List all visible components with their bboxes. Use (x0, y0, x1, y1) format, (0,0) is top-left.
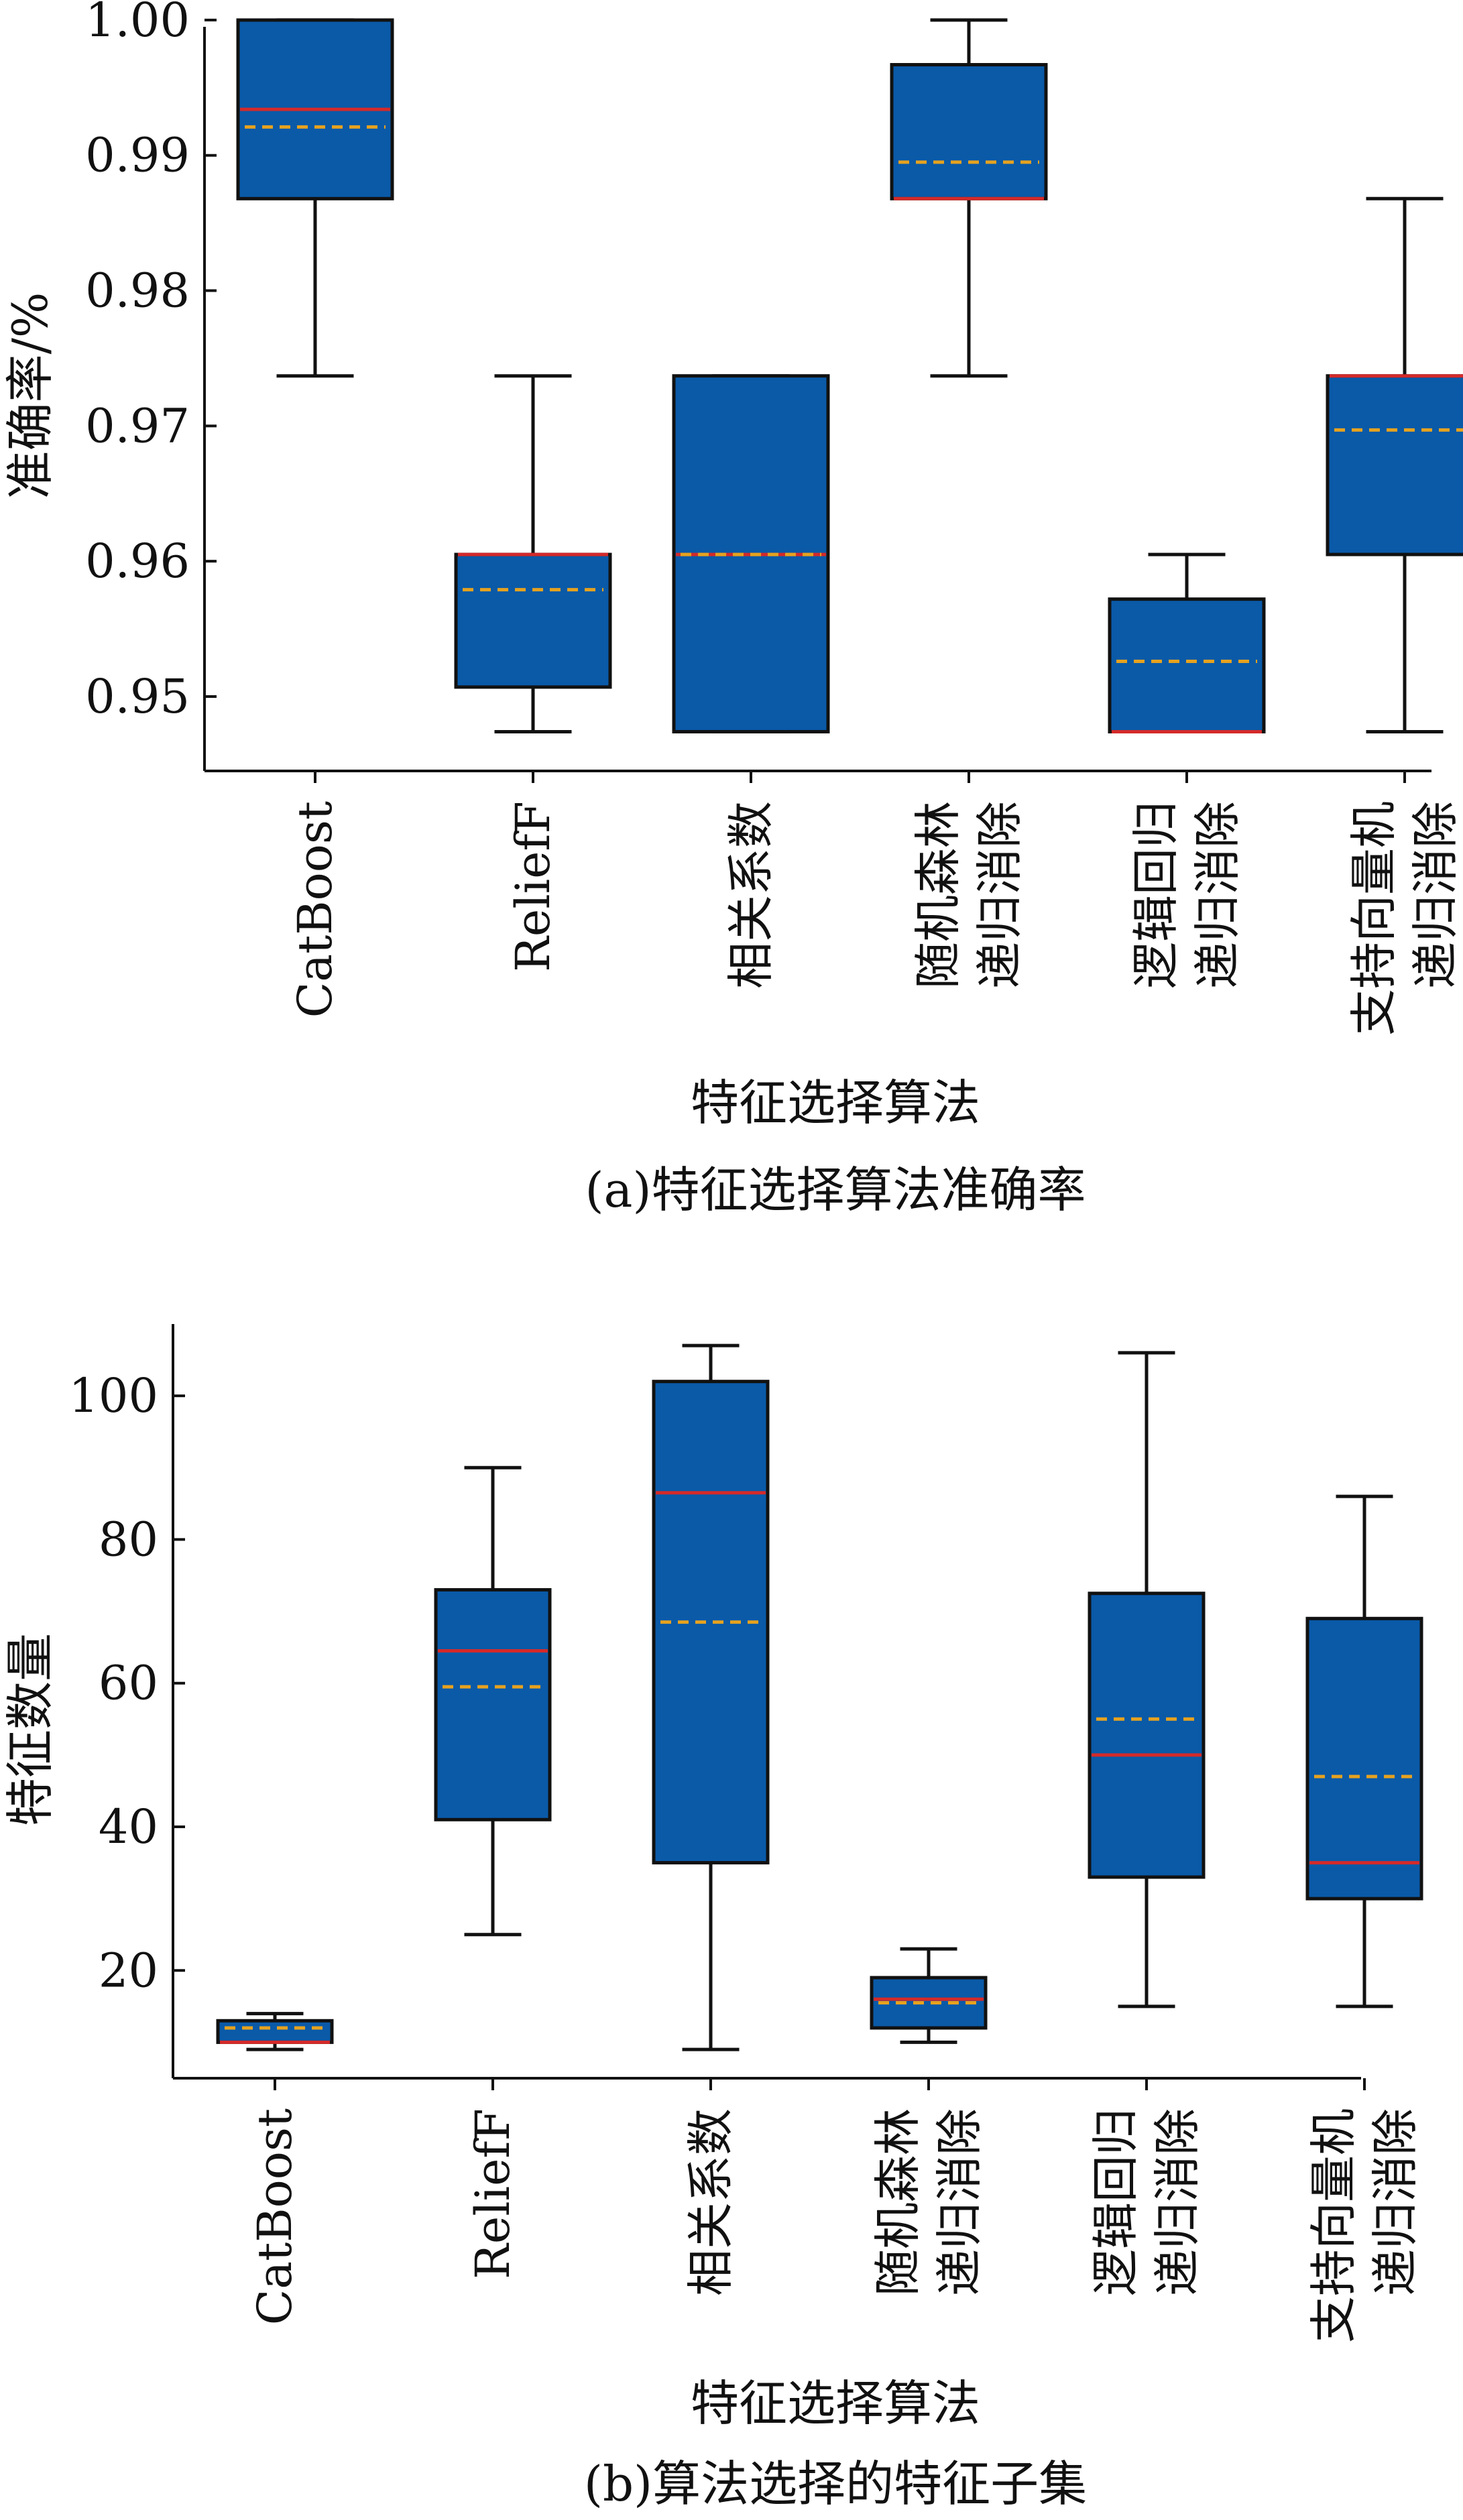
x-tick-label: CatBoost (288, 801, 343, 1018)
panel-a-accuracy-chart: 准确率/% 特征选择算法 (a)特征选择算法准确率 0.95 0.96 0.97 0.… (2, 0, 1463, 1218)
x-tick-label: 逻辑回归 (1088, 2108, 1143, 2296)
x-tick-label: 递归消除 (1408, 801, 1463, 989)
box-iqr (1305, 1616, 1423, 1901)
box-iqr (1326, 374, 1463, 556)
y-tick-label: 20 (99, 1943, 158, 1998)
y-tick-label: 0.96 (85, 534, 190, 589)
x-tick-label: 相关系数 (723, 801, 778, 989)
x-tick-label: 支持向量机 (1346, 801, 1401, 1036)
x-tick-label: ReliefF (506, 801, 561, 972)
x-tick-label: 随机森林 (911, 801, 965, 989)
box-iqr (1108, 597, 1266, 733)
panel-b-caption: (b)算法选择的特征子集 (584, 2456, 1087, 2512)
x-tick-label: ReliefF (465, 2108, 520, 2279)
x-tick-label: 递归消除 (932, 2108, 987, 2296)
x-tick-label: 递归消除 (972, 801, 1027, 989)
x-tick-label: 递归消除 (1368, 2108, 1423, 2296)
x-tick-label: 递归消除 (1190, 801, 1245, 989)
panel-a-x-axis-title: 特征选择算法 (691, 1075, 980, 1131)
x-tick-label: CatBoost (247, 2108, 302, 2325)
box-iqr (890, 63, 1048, 200)
box-iqr (1088, 1592, 1206, 1879)
y-tick-label: 100 (68, 1368, 158, 1423)
y-tick-label: 0.99 (85, 128, 190, 183)
x-tick-label: 支持向量机 (1306, 2108, 1361, 2343)
y-tick-label: 60 (99, 1656, 158, 1711)
box-iqr (454, 552, 612, 689)
box-iqr (216, 2019, 334, 2044)
y-tick-label: 1.00 (85, 0, 190, 48)
y-tick-label: 80 (99, 1512, 158, 1567)
y-tick-label: 0.95 (85, 669, 190, 724)
panel-b-x-axis-title: 特征选择算法 (691, 2375, 980, 2432)
panel-a-y-axis-title: 准确率/% (2, 292, 58, 499)
x-tick-label: 随机森林 (870, 2108, 925, 2296)
panel-a-caption: (a)特征选择算法准确率 (585, 1162, 1086, 1218)
box-iqr (434, 1587, 552, 1821)
x-tick-label: 相关系数 (683, 2108, 738, 2296)
y-tick-label: 40 (99, 1799, 158, 1854)
panel-b-feature-count-chart: 特征数量 特征选择算法 (b)算法选择的特征子集 20 40 60 80 100 CatB… (2, 1324, 1423, 2512)
x-tick-label: 递归消除 (1150, 2108, 1205, 2296)
panel-b-y-axis-title: 特征数量 (2, 1633, 58, 1826)
y-tick-label: 0.97 (85, 398, 190, 453)
x-tick-label: 逻辑回归 (1128, 801, 1183, 989)
y-tick-label: 0.98 (85, 263, 190, 318)
